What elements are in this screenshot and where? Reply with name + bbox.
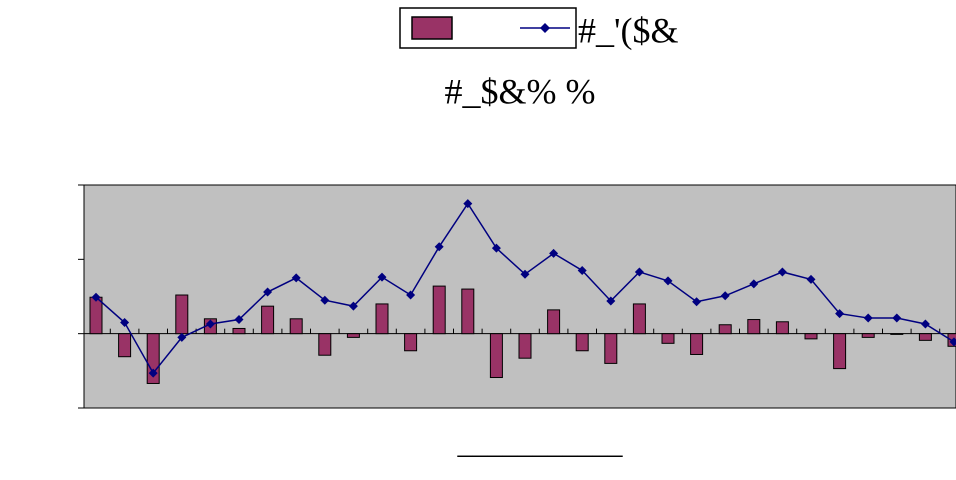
line-marker	[663, 276, 673, 286]
bar	[461, 288, 475, 335]
legend-bar-swatch	[411, 16, 453, 40]
bar	[346, 333, 360, 338]
line-marker	[291, 273, 301, 283]
bar	[375, 303, 389, 335]
line-marker	[148, 368, 158, 378]
line-marker	[434, 242, 444, 252]
line-marker	[348, 301, 358, 311]
line-marker	[835, 309, 845, 319]
bar	[747, 319, 761, 335]
plot-area	[83, 184, 956, 409]
bar	[575, 333, 589, 352]
bar	[918, 333, 932, 341]
bar	[175, 294, 189, 335]
line-marker	[749, 279, 759, 289]
bar	[118, 333, 132, 358]
bar	[232, 327, 246, 335]
bar	[89, 296, 103, 335]
chart-title: #_$&% %	[445, 71, 596, 111]
line-marker	[406, 290, 416, 300]
line-marker	[377, 272, 387, 282]
line-marker	[634, 267, 644, 277]
bar	[404, 333, 418, 352]
line-marker	[720, 291, 730, 301]
line-marker	[920, 319, 930, 329]
bar	[547, 309, 561, 335]
line-marker	[777, 267, 787, 277]
line-marker	[863, 313, 873, 323]
line-marker	[234, 315, 244, 325]
bar	[518, 333, 532, 359]
bar	[804, 333, 818, 340]
line-marker	[463, 199, 473, 209]
line-marker	[892, 313, 902, 323]
line-marker	[577, 265, 587, 275]
line-marker	[520, 269, 530, 279]
line-marker	[491, 243, 501, 253]
bar	[489, 333, 503, 379]
line-marker	[320, 295, 330, 305]
line-marker	[949, 337, 956, 347]
bar	[890, 333, 904, 335]
bar	[604, 333, 618, 364]
line-marker	[263, 287, 273, 297]
legend-line-marker	[540, 23, 550, 33]
bar	[432, 285, 446, 335]
bar	[318, 333, 332, 356]
bar	[718, 324, 732, 335]
line-marker	[549, 248, 559, 258]
legend-label: #_'($&	[578, 10, 678, 50]
line-marker	[91, 292, 101, 302]
bar	[632, 303, 646, 335]
bar	[775, 321, 789, 335]
bar	[833, 333, 847, 370]
line-marker	[692, 297, 702, 307]
line-marker	[806, 274, 816, 284]
x-axis-title: ___________	[457, 427, 624, 460]
line-marker	[606, 296, 616, 306]
line-marker	[177, 332, 187, 342]
bar	[146, 333, 160, 384]
bar	[289, 318, 303, 335]
bar	[661, 333, 675, 344]
line-marker	[120, 318, 130, 328]
bar	[690, 333, 704, 355]
line-marker	[205, 319, 215, 329]
bar	[261, 305, 275, 335]
bar	[861, 333, 875, 338]
